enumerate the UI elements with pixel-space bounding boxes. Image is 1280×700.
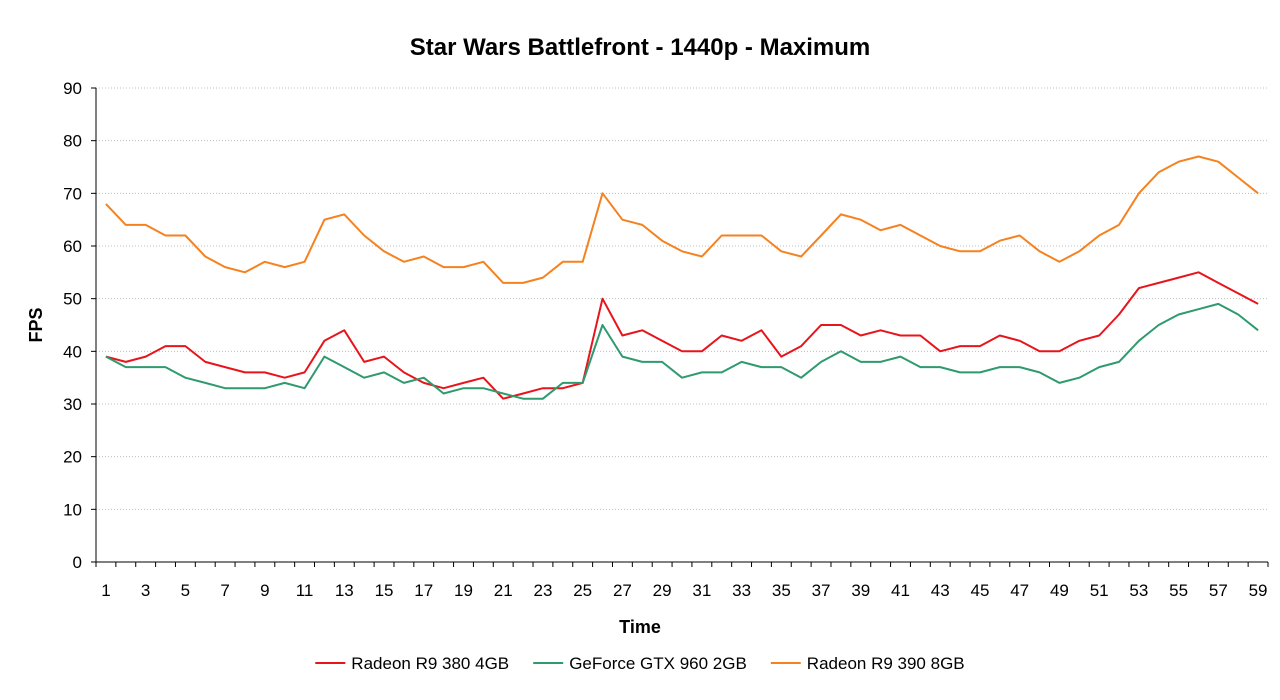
x-tick-label: 5: [181, 581, 190, 600]
legend-label: Radeon R9 390 8GB: [807, 654, 965, 673]
x-tick-label: 27: [613, 581, 632, 600]
y-tick-label: 10: [63, 500, 82, 519]
x-tick-label: 43: [931, 581, 950, 600]
y-tick-label: 50: [63, 290, 82, 309]
x-tick-label: 9: [260, 581, 269, 600]
y-tick-label: 60: [63, 237, 82, 256]
x-tick-label: 49: [1050, 581, 1069, 600]
x-tick-label: 7: [220, 581, 229, 600]
x-tick-label: 13: [335, 581, 354, 600]
x-tick-label: 11: [296, 581, 314, 600]
x-tick-label: 45: [971, 581, 990, 600]
y-tick-label: 0: [73, 553, 82, 572]
legend: Radeon R9 380 4GB GeForce GTX 960 2GB Rade…: [315, 654, 965, 673]
x-tick-labels: 1 3 5 7 9 11 13 15 17 19 21 23 25 27 29 31 33 35 37 39 41 43 4…: [101, 581, 1267, 600]
y-tick-label: 20: [63, 448, 82, 467]
series-line-2: [105, 302, 1259, 400]
y-tick-label: 70: [63, 184, 82, 203]
x-tick-label: 1: [101, 581, 110, 600]
x-tick-label: 59: [1249, 581, 1268, 600]
series-line-1: [105, 271, 1259, 400]
legend-label: Radeon R9 380 4GB: [351, 654, 509, 673]
x-tick-label: 55: [1169, 581, 1188, 600]
x-tick-label: 3: [141, 581, 150, 600]
x-tick-label: 57: [1209, 581, 1228, 600]
legend-item-3: Radeon R9 390 8GB: [770, 654, 965, 673]
x-tick-label: 39: [851, 581, 870, 600]
x-tick-label: 47: [1010, 581, 1029, 600]
x-tick-label: 15: [375, 581, 394, 600]
y-tick-label: 90: [63, 79, 82, 98]
y-axis-label: FPS: [26, 307, 46, 342]
x-tick-label: 21: [494, 581, 513, 600]
legend-item-1: Radeon R9 380 4GB: [315, 654, 509, 673]
x-tick-label: 17: [414, 581, 433, 600]
x-tick-label: 37: [812, 581, 831, 600]
x-tick-label: 23: [533, 581, 552, 600]
x-tick-label: 25: [573, 581, 592, 600]
y-tick-label: 80: [63, 132, 82, 151]
x-axis-label: Time: [619, 617, 661, 637]
x-tick-label: 53: [1129, 581, 1148, 600]
x-tick-label: 51: [1090, 581, 1109, 600]
chart-title: Star Wars Battlefront - 1440p - Maximum: [410, 34, 871, 61]
series-line-3: [105, 155, 1259, 284]
legend-item-2: GeForce GTX 960 2GB: [533, 654, 747, 673]
y-tick-label: 40: [63, 342, 82, 361]
legend-label: GeForce GTX 960 2GB: [569, 654, 747, 673]
x-tick-label: 31: [692, 581, 711, 600]
x-tick-label: 41: [891, 581, 910, 600]
x-tick-label: 29: [653, 581, 672, 600]
series-lines: [105, 155, 1259, 400]
y-tick-label: 30: [63, 395, 82, 414]
y-tick-labels: 0 10 20 30 40 50 60 70 80 90: [63, 79, 82, 572]
x-tick-label: 19: [454, 581, 473, 600]
x-tick-label: 35: [772, 581, 791, 600]
grid-lines: [96, 87, 1268, 510]
x-tick-label: 33: [732, 581, 751, 600]
axes: [91, 87, 1269, 567]
